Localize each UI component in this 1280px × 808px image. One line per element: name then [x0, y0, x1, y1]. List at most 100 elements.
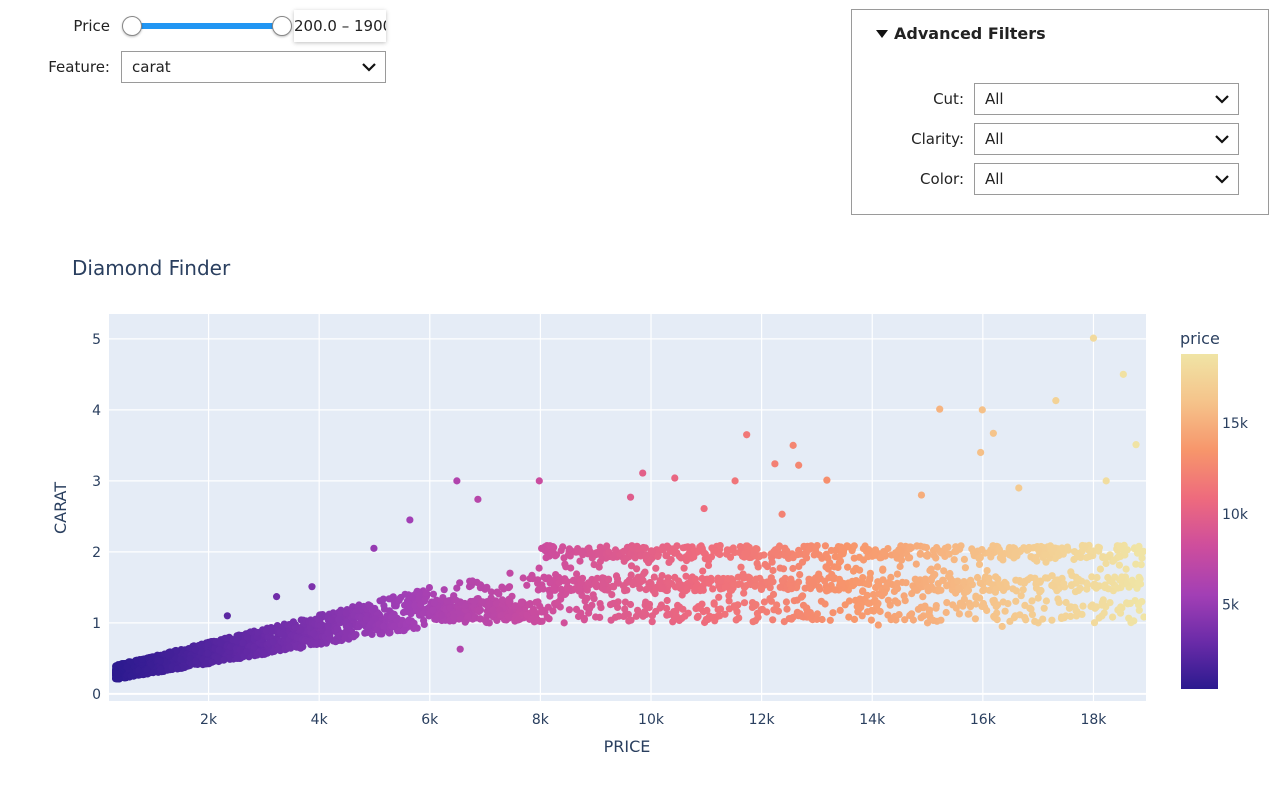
clarity-select-value: All	[985, 130, 1004, 148]
scatter-point	[546, 592, 554, 600]
advanced-filters-toggle[interactable]: Advanced Filters	[876, 24, 1046, 43]
scatter-point	[977, 448, 985, 457]
scatter-point	[168, 663, 176, 671]
color-select[interactable]: All	[974, 163, 1239, 195]
scatter-point	[721, 610, 729, 618]
scatter-point	[893, 579, 901, 587]
scatter-point	[716, 542, 724, 550]
scatter-point	[368, 606, 376, 614]
y-tick-label: 4	[92, 403, 101, 419]
scatter-point	[177, 655, 185, 663]
scatter-point	[173, 665, 181, 673]
scatter-point	[1016, 611, 1024, 619]
scatter-point	[223, 634, 231, 642]
scatter-point	[943, 582, 951, 590]
feature-select[interactable]: carat	[121, 51, 386, 83]
scatter-point	[349, 603, 357, 611]
scatter-point	[1034, 546, 1043, 554]
scatter-point	[753, 559, 761, 567]
scatter-point	[1122, 565, 1130, 573]
scatter-point	[226, 643, 235, 651]
scatter-point	[220, 656, 228, 664]
chevron-down-icon	[1215, 95, 1229, 104]
scatter-point	[1060, 580, 1068, 588]
scatter-point	[824, 565, 832, 573]
clarity-select[interactable]: All	[974, 123, 1239, 155]
scatter-point	[923, 619, 932, 627]
scatter-point	[608, 591, 616, 599]
cut-select[interactable]: All	[974, 83, 1239, 115]
scatter-point	[422, 589, 431, 597]
scatter-point	[760, 598, 769, 606]
chevron-down-icon	[1215, 175, 1229, 184]
slider-handle-min[interactable]	[122, 16, 142, 36]
scatter-chart[interactable]: 2k 4k 6k 8k 10k 12k 14k 16k 18k 0 1 2 3 4 5 PRICE CAR…	[0, 290, 1280, 790]
scatter-point	[938, 549, 946, 557]
x-tick-label: 10k	[638, 712, 665, 728]
advanced-filters-title: Advanced Filters	[894, 24, 1046, 43]
scatter-point	[917, 614, 925, 622]
scatter-point	[396, 594, 404, 602]
scatter-point	[783, 605, 791, 613]
scatter-point	[1058, 544, 1066, 552]
scatter-point	[627, 562, 636, 570]
scatter-point	[902, 579, 910, 587]
scatter-point	[443, 597, 451, 605]
scatter-point	[380, 622, 388, 630]
colorbar: price 5k 10k 15k	[1180, 329, 1249, 689]
colorbar-tick-label: 10k	[1222, 507, 1249, 523]
scatter-point	[167, 650, 175, 658]
scatter-point	[778, 510, 786, 518]
scatter-point	[475, 606, 483, 614]
scatter-point	[1012, 548, 1020, 556]
scatter-point	[631, 554, 639, 562]
scatter-point	[1123, 599, 1131, 607]
scatter-point	[909, 616, 918, 624]
scatter-point	[551, 552, 559, 560]
scatter-point	[850, 615, 859, 623]
scatter-point	[545, 615, 553, 623]
scatter-point	[482, 617, 490, 625]
scatter-point	[506, 569, 514, 577]
scatter-point	[399, 627, 408, 635]
scatter-point	[871, 546, 880, 554]
scatter-point	[563, 578, 571, 586]
scatter-point	[690, 546, 698, 554]
scatter-point	[875, 580, 883, 588]
scatter-point	[1040, 604, 1048, 612]
scatter-point	[896, 562, 904, 571]
scatter-point	[489, 606, 497, 614]
x-tick-label: 4k	[311, 712, 329, 728]
scatter-point	[523, 581, 531, 589]
scatter-point	[680, 564, 688, 572]
slider-handle-max[interactable]	[272, 16, 292, 36]
scatter-point	[644, 584, 652, 592]
scatter-point	[989, 597, 997, 605]
scatter-point	[554, 598, 562, 607]
scatter-point	[191, 646, 199, 654]
scatter-point	[368, 630, 376, 638]
scatter-point	[789, 564, 797, 573]
scatter-point	[971, 615, 980, 623]
price-range-slider[interactable]	[122, 10, 292, 42]
scatter-point	[795, 461, 803, 469]
colorbar-title: price	[1180, 329, 1220, 348]
scatter-point	[874, 621, 882, 629]
cut-label: Cut:	[933, 90, 964, 108]
colorbar-tick-label: 5k	[1222, 597, 1240, 613]
scatter-point	[1135, 606, 1143, 614]
scatter-point	[606, 601, 615, 609]
scatter-point	[955, 584, 963, 592]
scatter-point	[1004, 600, 1012, 608]
scatter-point	[818, 615, 826, 624]
scatter-point	[409, 593, 417, 602]
scatter-point	[223, 612, 231, 620]
scatter-point	[682, 587, 690, 595]
scatter-point	[1064, 546, 1072, 554]
scatter-point	[310, 630, 318, 638]
scatter-point	[671, 573, 679, 581]
scatter-point	[1132, 441, 1140, 449]
scatter-point	[696, 604, 705, 612]
scatter-point	[868, 606, 876, 614]
scatter-point	[546, 542, 554, 550]
